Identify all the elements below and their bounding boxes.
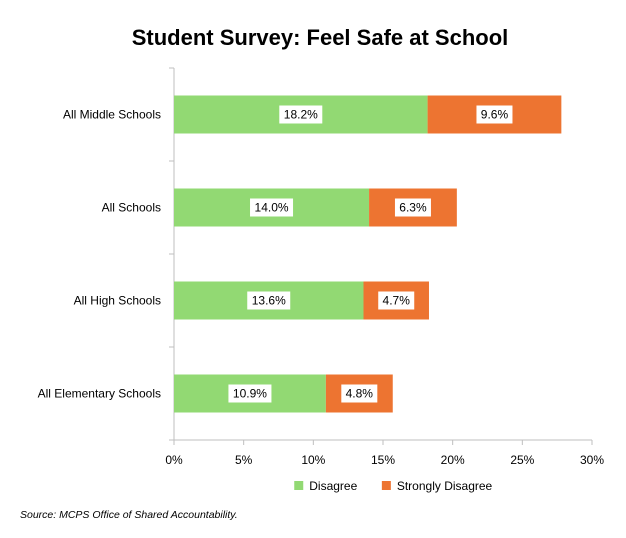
data-label: 18.2% (284, 108, 318, 122)
chart-title: Student Survey: Feel Safe at School (132, 25, 509, 50)
category-label: All Middle Schools (63, 108, 161, 122)
source-note: Source: MCPS Office of Shared Accountabi… (20, 509, 238, 521)
data-label-box (247, 291, 291, 310)
x-tick-label: 25% (510, 453, 534, 467)
data-label-box (476, 105, 513, 124)
plot-area: 0% 5% 10% 15% 20% 25% 30% All Middle Schools 18.… (38, 67, 604, 467)
legend-label: Disagree (309, 479, 357, 493)
data-label: 4.8% (346, 387, 374, 401)
data-label: 9.6% (481, 108, 509, 122)
data-label-box (394, 198, 431, 217)
legend-label: Strongly Disagree (397, 479, 493, 493)
x-tick-label: 5% (235, 453, 253, 467)
data-label: 4.7% (383, 294, 411, 308)
category-label: All High Schools (74, 294, 161, 308)
x-tick-label: 0% (165, 453, 183, 467)
x-tick-label: 30% (580, 453, 604, 467)
category-label: All Schools (102, 201, 161, 215)
data-label: 14.0% (255, 201, 289, 215)
x-tick-label: 15% (371, 453, 395, 467)
category-label: All Elementary Schools (38, 387, 161, 401)
data-label-box (228, 384, 272, 403)
data-label-box (341, 384, 378, 403)
legend: Disagree Strongly Disagree (294, 479, 493, 493)
legend-swatch (294, 481, 304, 490)
data-label-box (279, 105, 323, 124)
legend-swatch (381, 481, 391, 490)
x-tick-label: 20% (441, 453, 465, 467)
data-label: 6.3% (399, 201, 427, 215)
data-label: 10.9% (233, 387, 267, 401)
data-label-box (250, 198, 294, 217)
data-label-box (378, 291, 415, 310)
x-tick-label: 10% (301, 453, 325, 467)
data-label: 13.6% (252, 294, 286, 308)
